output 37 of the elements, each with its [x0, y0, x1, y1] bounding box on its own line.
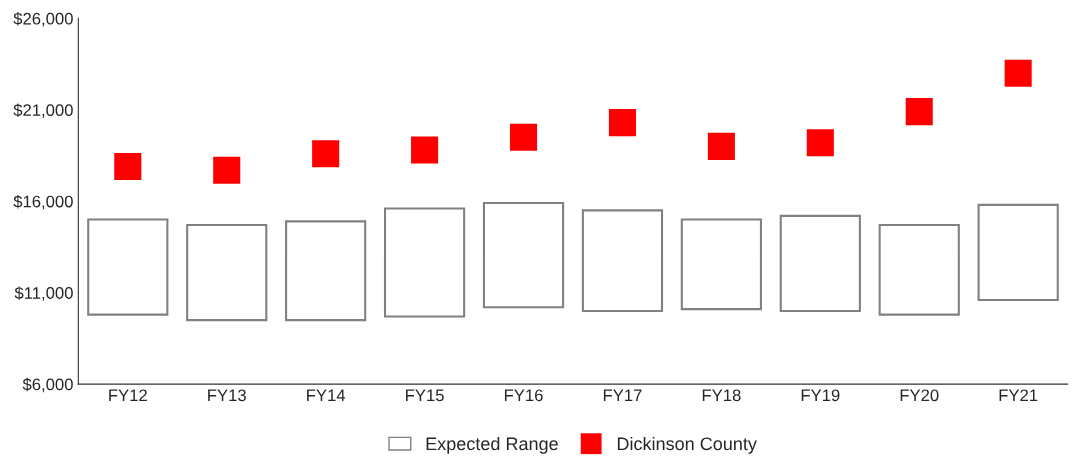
point	[608, 109, 636, 137]
bar	[878, 223, 960, 316]
point	[509, 123, 538, 151]
y-tick-label: $16,000	[13, 194, 73, 210]
point	[114, 152, 142, 181]
bar	[383, 207, 466, 318]
point	[905, 98, 933, 126]
point	[1004, 59, 1032, 87]
x-tick-label: FY15	[406, 389, 444, 402]
x-tick-label: FY16	[504, 389, 543, 402]
bar	[779, 214, 861, 312]
x-tick-label: FY20	[900, 389, 939, 402]
x-tick-label: FY18	[702, 389, 741, 402]
bar	[977, 203, 1059, 302]
point	[806, 129, 834, 157]
bar	[581, 209, 664, 312]
bar	[186, 223, 268, 322]
point	[707, 132, 735, 160]
y-tick-label: $21,000	[13, 103, 73, 118]
x-tick-label: FY13	[208, 389, 246, 402]
x-tick-label: FY14	[307, 389, 346, 402]
bar	[285, 220, 367, 322]
point	[411, 136, 439, 164]
point	[312, 140, 340, 168]
y-tick-label: $26,000	[13, 12, 73, 27]
legend-label: Expected Range	[426, 436, 558, 454]
x-tick-label: FY17	[603, 389, 642, 402]
x-tick-label: FY19	[801, 389, 840, 402]
x-tick-label: FY21	[999, 389, 1038, 402]
y-tick-label: $6,000	[22, 377, 73, 393]
bar	[87, 218, 169, 316]
legend-label: Dickinson County	[617, 436, 757, 454]
y-tick-label: $11,000	[14, 286, 73, 301]
x-tick-label: FY12	[109, 389, 147, 402]
point	[213, 156, 241, 184]
bar	[680, 218, 762, 311]
bar	[482, 202, 565, 309]
